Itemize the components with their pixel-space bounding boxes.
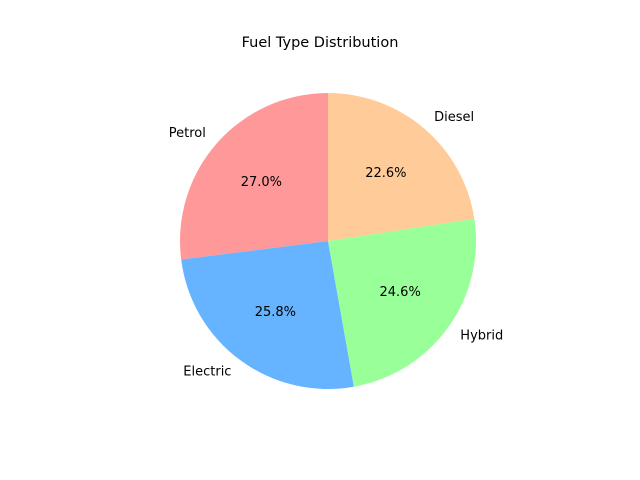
- pie-slices: [179, 93, 476, 389]
- slice-label-diesel: Diesel: [434, 110, 474, 125]
- pct-label-hybrid: 24.6%: [380, 285, 421, 300]
- pie-slice-electric: [181, 241, 354, 389]
- slice-label-petrol: Petrol: [169, 126, 206, 141]
- pie-slice-petrol: [179, 93, 328, 260]
- slice-label-electric: Electric: [183, 365, 231, 380]
- slice-label-hybrid: Hybrid: [460, 328, 503, 343]
- pct-label-electric: 25.8%: [255, 305, 296, 320]
- pie-slice-diesel: [328, 93, 475, 241]
- pct-label-petrol: 27.0%: [241, 175, 282, 190]
- pct-label-diesel: 22.6%: [365, 166, 406, 181]
- chart-title: Fuel Type Distribution: [241, 35, 399, 51]
- pie-labels: Petrol 27.0% Electric 25.8% Hybrid 24.6% Diese…: [169, 110, 503, 380]
- pie-slice-hybrid: [328, 218, 476, 387]
